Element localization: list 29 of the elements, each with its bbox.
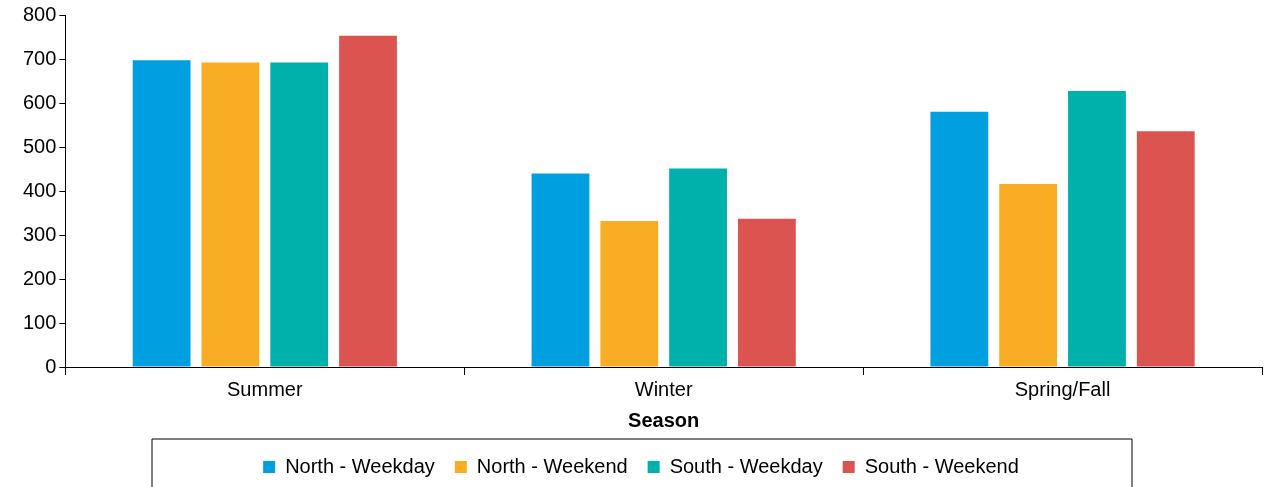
bar: [669, 168, 727, 367]
y-tick-label: 400: [22, 178, 57, 201]
x-axis-title: Season: [628, 408, 700, 431]
legend-label: South - Weekend: [864, 454, 1019, 477]
y-tick-label: 100: [22, 310, 57, 333]
bar: [132, 60, 191, 367]
y-tick-label: 300: [22, 222, 57, 245]
y-tick-label: 500: [22, 134, 57, 157]
bar: [201, 62, 260, 367]
bar: [339, 35, 397, 367]
x-tick-label: Winter: [634, 377, 693, 400]
y-tick-label: 700: [22, 46, 57, 69]
bar: [999, 183, 1058, 367]
bar: [738, 218, 796, 367]
bar: [531, 173, 590, 367]
legend-label: South - Weekday: [669, 454, 823, 477]
x-tick-label: Spring/Fall: [1014, 377, 1111, 400]
y-tick-label: 600: [22, 90, 57, 113]
bar: [930, 111, 989, 367]
bar: [1136, 131, 1195, 367]
y-tick-label: 800: [22, 2, 57, 25]
bar: [270, 62, 329, 367]
y-tick-label: 200: [22, 266, 57, 289]
x-tick-label: Summer: [227, 377, 303, 400]
legend-label: North - Weekend: [476, 454, 628, 477]
bar: [1068, 91, 1126, 367]
y-tick-label: 0: [45, 354, 57, 377]
bar: [600, 220, 659, 367]
legend-label: North - Weekday: [285, 454, 435, 477]
